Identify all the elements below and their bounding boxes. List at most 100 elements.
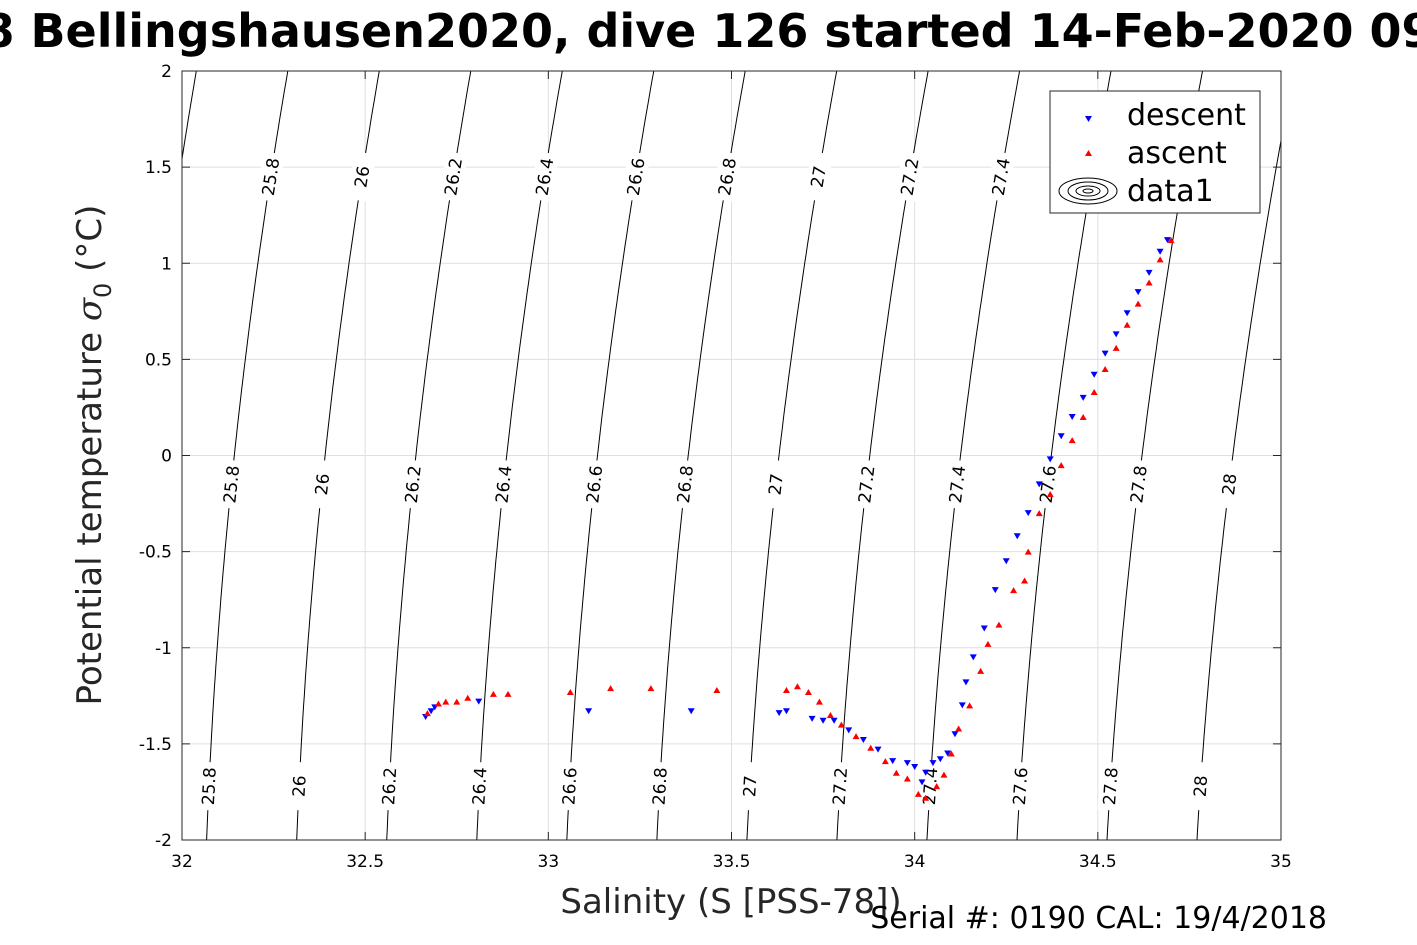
descent-marker xyxy=(951,731,959,738)
serial-cal-footer: Serial #: 0190 CAL: 19/4/2018 xyxy=(870,901,1327,936)
y-tick-label: -1 xyxy=(155,639,172,659)
isopycnal-label-text: 27.8 xyxy=(1100,767,1123,806)
descent-marker xyxy=(1112,331,1120,338)
descent-marker xyxy=(962,679,970,686)
isopycnal-label-bg xyxy=(803,151,834,203)
descent-marker xyxy=(969,654,977,661)
isopycnal-label: 26.6 xyxy=(557,761,582,811)
descent-marker xyxy=(1079,394,1087,401)
isopycnal-label-text: 26.4 xyxy=(492,464,516,504)
descent-marker xyxy=(911,763,919,770)
x-tick-label: 35 xyxy=(1270,852,1292,872)
ascent-marker xyxy=(903,775,911,782)
ascent-marker xyxy=(423,710,431,717)
ascent-marker xyxy=(442,698,450,705)
ascent-marker xyxy=(504,690,512,697)
x-axis-label: Salinity (S [PSS-78]) xyxy=(560,882,901,922)
isopycnal-label-text: 27 xyxy=(808,165,831,190)
isopycnal-label: 26.2 xyxy=(376,761,402,811)
ascent-marker xyxy=(892,769,900,776)
ascent-marker xyxy=(1057,462,1065,469)
isopycnal-label: 27.4 xyxy=(917,761,943,811)
ascent-marker xyxy=(1090,389,1098,396)
isopycnal-label: 27.6 xyxy=(1033,459,1062,510)
ascent-marker xyxy=(977,667,985,674)
y-tick-label: 2 xyxy=(161,62,172,82)
ascent-marker xyxy=(804,688,812,695)
isopycnal-line xyxy=(1196,137,1281,840)
descent-marker xyxy=(782,708,790,715)
legend-data1-contour-icon xyxy=(1058,177,1118,205)
isopycnal-label: 28 xyxy=(1215,459,1244,510)
y-axis-label-unit: (°C) xyxy=(70,205,110,272)
descent-marker xyxy=(1101,350,1109,357)
isopycnal-label-bg xyxy=(894,151,925,203)
isopycnal-label-text: 26 xyxy=(312,473,334,497)
isopycnal-label-bg xyxy=(1124,459,1153,510)
ascent-marker xyxy=(1010,587,1018,594)
isopycnal-label: 26 xyxy=(347,151,377,203)
isopycnal-label-text: 26.2 xyxy=(379,767,401,806)
isopycnal-label: 28 xyxy=(1187,761,1214,811)
descent-marker xyxy=(1163,237,1171,244)
isopycnal-label-text: 27.8 xyxy=(1127,464,1151,504)
isopycnal-label-text: 26.6 xyxy=(559,767,581,806)
descent-marker xyxy=(819,717,827,724)
isopycnal-label-text: 27.2 xyxy=(830,767,852,806)
legend-descent-label: descent xyxy=(1127,98,1246,133)
isopycnal-label-bg xyxy=(1215,459,1244,510)
data-markers xyxy=(422,237,1175,801)
ascent-marker xyxy=(914,790,922,797)
isopycnal-label-text: 26 xyxy=(351,165,374,190)
y-tick-label: 1 xyxy=(161,254,172,274)
isopycnal-label: 27 xyxy=(762,459,790,510)
isopycnal-label-bg xyxy=(580,459,608,510)
ascent-marker xyxy=(1068,437,1076,444)
ascent-marker xyxy=(782,687,790,694)
ascent-marker xyxy=(955,725,963,732)
x-tick-label: 34 xyxy=(904,852,926,872)
descent-marker xyxy=(1046,456,1054,463)
ascent-marker xyxy=(1079,414,1087,421)
descent-marker xyxy=(1002,558,1010,565)
descent-marker xyxy=(1013,533,1021,540)
y-tick-label: 0.5 xyxy=(145,350,172,370)
isopycnal-label-text: 28 xyxy=(1219,472,1242,496)
isopycnal-label-bg xyxy=(647,761,673,811)
ascent-marker xyxy=(826,712,834,719)
ascent-marker xyxy=(489,690,497,697)
descent-marker xyxy=(859,737,867,744)
ascent-marker xyxy=(837,721,845,728)
x-tick-label: 32 xyxy=(171,852,193,872)
isopycnal-label: 26.4 xyxy=(489,459,518,510)
isopycnal-label-text: 27 xyxy=(740,775,761,798)
ascent-marker xyxy=(1024,548,1032,555)
x-tick-label: 33.5 xyxy=(713,852,751,872)
ascent-marker xyxy=(607,685,615,692)
isopycnal-label: 26 xyxy=(308,459,336,510)
descent-marker xyxy=(475,698,483,705)
ascent-marker xyxy=(995,621,1003,628)
isopycnal-label-bg xyxy=(557,761,582,811)
ascent-marker xyxy=(1021,577,1029,584)
ascent-marker xyxy=(1123,321,1131,328)
isopycnal-label: 26.8 xyxy=(647,761,673,811)
ascent-marker xyxy=(881,758,889,765)
descent-marker xyxy=(1145,269,1153,276)
isopycnal-label-text: 28 xyxy=(1191,775,1212,798)
isopycnal-label-bg xyxy=(671,459,699,510)
y-tick-label: -0.5 xyxy=(139,543,172,563)
ascent-marker xyxy=(1046,490,1054,497)
isopycnal-label-text: 27 xyxy=(766,473,788,497)
isopycnal-label-bg xyxy=(467,761,492,811)
isopycnal-label: 27.8 xyxy=(1124,459,1153,510)
chart-title: 8 Bellingshausen2020, dive 126 started 1… xyxy=(0,4,1417,58)
descent-marker xyxy=(874,746,882,753)
isopycnal-label: 26.4 xyxy=(529,151,560,203)
ascent-marker xyxy=(1101,365,1109,372)
isopycnal-label-bg xyxy=(1097,761,1123,811)
legend-ascent-label: ascent xyxy=(1127,136,1227,171)
isopycnal-label: 26.2 xyxy=(438,151,468,203)
isopycnal-label: 27.4 xyxy=(943,459,971,510)
